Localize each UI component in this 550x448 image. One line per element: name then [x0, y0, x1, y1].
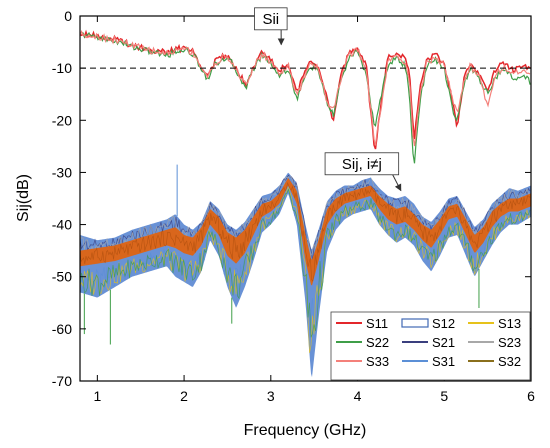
band-fringe-trace: [80, 188, 531, 338]
plot-frame: [79, 15, 532, 382]
y-tick-label: -50: [52, 269, 72, 285]
y-axis-title: Sij(dB): [15, 174, 32, 222]
x-tick-label: 4: [354, 388, 362, 404]
x-tick-label: 6: [527, 388, 535, 404]
y-tick-label: -20: [52, 112, 72, 128]
y-tick-label: -40: [52, 217, 72, 233]
x-tick-label: 3: [267, 388, 275, 404]
legend-label: S31: [432, 354, 455, 369]
y-tick-label: -30: [52, 164, 72, 180]
x-tick-label: 1: [93, 388, 101, 404]
legend-item-s22: S22: [336, 335, 389, 350]
band-fringe-trace: [80, 188, 531, 331]
series-s22-line: [80, 31, 531, 164]
x-tick-label: 5: [440, 388, 448, 404]
annotation-label: Sii: [262, 11, 279, 28]
y-tick-label: -10: [52, 60, 72, 76]
annotation-arrow: [392, 174, 402, 192]
x-axis-title: Frequency (GHz): [244, 422, 367, 439]
y-tick-label: 0: [64, 8, 72, 24]
annotation: Sij, i≠j: [324, 152, 402, 192]
reflection-series-group: [80, 29, 531, 164]
legend-swatch: [401, 318, 429, 328]
legend-label: S32: [498, 354, 521, 369]
x-tick-label: 2: [180, 388, 188, 404]
legend-item-s32: S32: [468, 354, 521, 369]
series-s33-line: [80, 30, 531, 147]
legend-item-s13: S13: [468, 316, 521, 331]
legend-box: [330, 311, 531, 381]
legend-item-s33: S33: [336, 354, 389, 369]
legend-item-s21: S21: [402, 335, 455, 350]
legend-label: S23: [498, 335, 521, 350]
annotation-box: [254, 7, 288, 31]
annotations: Sii Sij, i≠j: [254, 7, 402, 192]
annotation-label: Sij, i≠j: [342, 156, 382, 173]
legend-label: S21: [432, 335, 455, 350]
y-tick-label: -60: [52, 321, 72, 337]
legend-label: S13: [498, 316, 521, 331]
legend: S11 S12 S13 S22 S21 S23 S33 S31 S32: [330, 311, 531, 381]
legend-label: S12: [432, 316, 455, 331]
band-core: [80, 177, 531, 286]
legend-item-s12: S12: [401, 316, 455, 331]
y-tick-label: -70: [52, 373, 72, 389]
annotation-box: [324, 152, 400, 176]
legend-item-s23: S23: [468, 335, 521, 350]
transmission-band: [80, 172, 531, 378]
legend-item-s31: S31: [402, 354, 455, 369]
band-fringe-trace: [80, 186, 531, 353]
legend-label: S33: [366, 354, 389, 369]
band-core-texture: [80, 181, 531, 282]
legend-label: S22: [366, 335, 389, 350]
transmission-spikes: [83, 164, 480, 345]
legend-label: S11: [366, 316, 388, 331]
annotation: Sii: [254, 7, 288, 46]
legend-item-s11: S11: [336, 316, 388, 331]
